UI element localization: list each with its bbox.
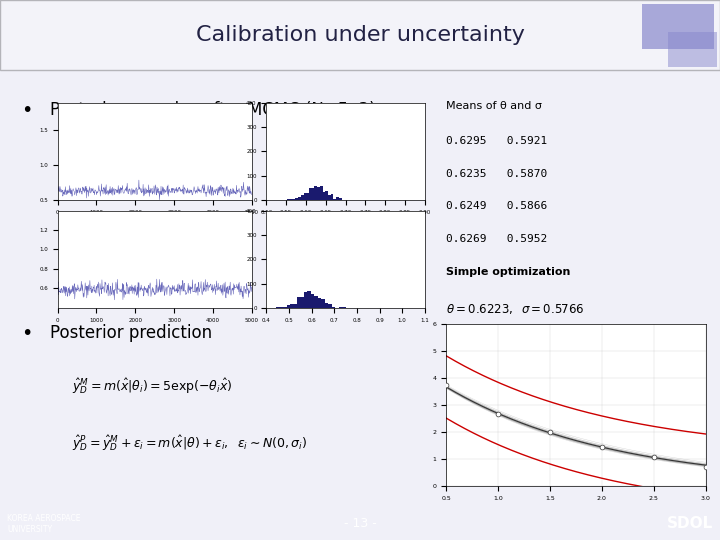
Text: Posterior samples after MCMC (N=5e3): Posterior samples after MCMC (N=5e3) — [50, 101, 376, 119]
Bar — [320, 186, 323, 200]
Point — [492, 410, 504, 418]
Text: •: • — [22, 101, 33, 120]
Bar — [333, 199, 336, 200]
Bar — [300, 298, 304, 308]
Bar — [295, 198, 298, 200]
FancyBboxPatch shape — [0, 0, 720, 70]
Bar — [330, 194, 333, 200]
Text: SDOL: SDOL — [667, 516, 713, 531]
Point — [596, 443, 608, 452]
Bar — [298, 197, 301, 200]
Text: $\hat{y}_D^P = \hat{y}_D^M + \varepsilon_i = m(\hat{x}|\theta) + \varepsilon_i, : $\hat{y}_D^P = \hat{y}_D^M + \varepsilon… — [72, 433, 307, 453]
Bar — [279, 307, 283, 308]
Bar — [318, 298, 321, 308]
Bar — [297, 298, 300, 308]
Bar — [294, 303, 297, 308]
Bar — [668, 31, 717, 66]
Text: $\theta = 0.6223, \;\; \sigma = 0.5766$: $\theta = 0.6223, \;\; \sigma = 0.5766$ — [446, 302, 585, 316]
Bar — [301, 195, 304, 200]
Bar — [304, 192, 306, 200]
Bar — [309, 188, 312, 200]
Text: 0.6295   0.5921: 0.6295 0.5921 — [446, 136, 548, 146]
Text: $\hat{y}_D^M = m(\hat{x}|\theta_i) = 5\exp(-\theta_i \hat{x})$: $\hat{y}_D^M = m(\hat{x}|\theta_i) = 5\e… — [72, 376, 233, 396]
Bar — [276, 307, 279, 308]
Bar — [323, 192, 325, 200]
Bar — [311, 294, 315, 308]
Bar — [283, 307, 287, 308]
Text: •: • — [22, 324, 33, 343]
Bar — [312, 188, 315, 200]
Text: Simple optimization: Simple optimization — [446, 267, 571, 277]
Text: 0.6249   0.5866: 0.6249 0.5866 — [446, 201, 548, 212]
Text: 0.6235   0.5870: 0.6235 0.5870 — [446, 168, 548, 179]
Text: Calibration under uncertainty: Calibration under uncertainty — [196, 25, 524, 45]
Bar — [339, 198, 342, 200]
Point — [700, 462, 711, 471]
Bar — [321, 299, 325, 308]
Bar — [307, 291, 311, 308]
Bar — [290, 304, 294, 308]
Point — [441, 381, 452, 389]
Text: KOREA AEROSPACE
UNIVERSITY: KOREA AEROSPACE UNIVERSITY — [7, 514, 81, 534]
Bar — [315, 296, 318, 308]
Bar — [328, 195, 330, 200]
Point — [648, 453, 660, 461]
Bar — [328, 305, 332, 308]
Bar — [315, 186, 318, 200]
Bar — [318, 187, 320, 200]
Bar — [336, 197, 339, 200]
Text: 0.6269   0.5952: 0.6269 0.5952 — [446, 234, 548, 244]
Point — [544, 428, 556, 436]
Text: Posterior prediction: Posterior prediction — [50, 324, 212, 342]
Bar — [290, 199, 292, 200]
Text: - 13 -: - 13 - — [343, 517, 377, 530]
Bar — [325, 303, 328, 308]
Bar — [304, 292, 307, 308]
Text: Means of θ and σ: Means of θ and σ — [446, 101, 542, 111]
Bar — [287, 306, 290, 308]
Bar — [325, 191, 328, 200]
Bar — [306, 193, 309, 200]
Bar — [332, 307, 335, 308]
Bar — [642, 3, 714, 49]
